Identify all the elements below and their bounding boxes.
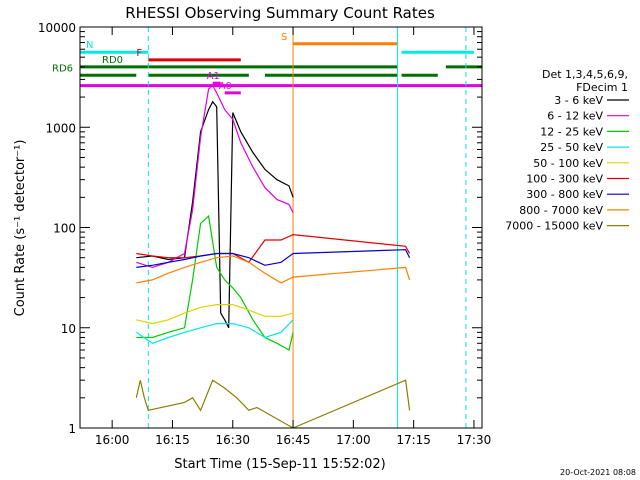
- flag-label-4: RD6: [52, 63, 73, 74]
- flag-label-5: A1: [207, 71, 220, 82]
- legend-entry-label-1: 6 - 12 keV: [547, 110, 603, 123]
- legend-title-0: Det 1,3,4,5,6,9,: [542, 68, 628, 81]
- series-line-5: [136, 233, 411, 264]
- x-tick-label-4: 17:00: [336, 433, 371, 447]
- legend-entry-label-5: 100 - 300 keV: [526, 173, 603, 186]
- series-line-2: [136, 214, 294, 351]
- series-line-6: [136, 249, 411, 268]
- series-line-0: [136, 100, 294, 329]
- legend-entry-label-4: 50 - 100 keV: [533, 157, 603, 170]
- footer-timestamp: 20-Oct-2021 08:08: [560, 468, 636, 477]
- legend-entry-label-3: 25 - 50 keV: [540, 141, 603, 154]
- legend-entry-label-6: 300 - 800 keV: [526, 188, 603, 201]
- series-line-7: [136, 255, 411, 284]
- x-axis-label: Start Time (15-Sep-11 15:52:02): [174, 457, 385, 472]
- legend-entry-label-2: 12 - 25 keV: [540, 125, 603, 138]
- x-tick-label-0: 16:00: [95, 433, 130, 447]
- y-tick-label-2: 100: [53, 222, 76, 236]
- series-line-4: [136, 304, 294, 325]
- y-axis-label: Count Rate (s⁻¹ detector⁻¹): [13, 140, 28, 317]
- legend-entry-label-7: 800 - 7000 keV: [519, 204, 603, 217]
- legend-entry-label-0: 3 - 6 keV: [554, 94, 603, 107]
- axes: 16:00 16:15 16:30 16:45 17:00 17:15 17:30 1 10 10…: [38, 21, 491, 447]
- flag-bars: [80, 42, 482, 95]
- x-tick-label-1: 16:15: [155, 433, 190, 447]
- y-tick-label-0: 1: [68, 422, 76, 436]
- flag-label-3: RD0: [102, 55, 123, 66]
- chart-title: RHESSI Observing Summary Count Rates: [125, 4, 435, 22]
- x-tick-label-5: 17:15: [396, 433, 431, 447]
- flag-label-1: S: [281, 32, 287, 43]
- x-tick-label-3: 16:45: [276, 433, 311, 447]
- legend-title-1: FDecim 1: [576, 81, 628, 94]
- x-tick-label-6: 17:30: [457, 433, 492, 447]
- plot-frame: [79, 26, 483, 429]
- y-tick-label-1: 10: [61, 322, 76, 336]
- y-tick-label-3: 1000: [45, 121, 76, 135]
- flag-label-0: N: [86, 40, 93, 51]
- legend: Det 1,3,4,5,6,9,FDecim 13 - 6 keV 6 - 12 …: [505, 68, 629, 233]
- legend-entry-label-8: 7000 - 15000 keV: [505, 220, 603, 233]
- series-line-1: [136, 84, 294, 269]
- x-tick-label-2: 16:30: [215, 433, 250, 447]
- vertical-markers: [79, 27, 467, 428]
- series-line-3: [135, 319, 294, 344]
- series-line-8: [135, 379, 411, 429]
- series-lines: [135, 84, 411, 429]
- y-tick-label-4: 10000: [38, 21, 76, 35]
- flag-label-6: A0: [219, 81, 232, 92]
- flag-label-2: F: [136, 48, 142, 59]
